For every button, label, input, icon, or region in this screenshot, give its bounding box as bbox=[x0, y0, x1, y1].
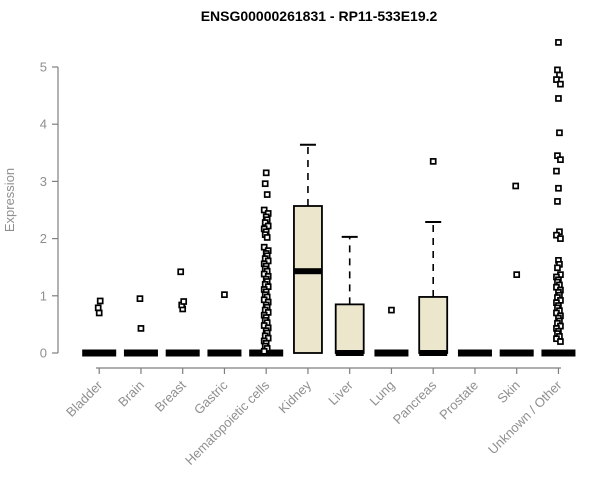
outlier-point bbox=[555, 95, 562, 102]
x-category-label: Bladder bbox=[63, 377, 106, 420]
outlier-point bbox=[513, 271, 521, 278]
outlier-point bbox=[553, 76, 560, 83]
box-group-breast bbox=[165, 268, 200, 357]
outlier-point bbox=[554, 198, 561, 205]
x-category-label: Brain bbox=[115, 378, 147, 410]
collapsed-box-bar bbox=[82, 349, 117, 357]
box-group-lung bbox=[374, 306, 409, 357]
y-tick-label: 5 bbox=[40, 60, 47, 75]
outlier-point bbox=[96, 297, 104, 305]
chart-title: ENSG00000261831 - RP11-533E19.2 bbox=[201, 8, 438, 24]
box-group-gastric bbox=[207, 291, 242, 357]
y-tick-label: 0 bbox=[40, 346, 47, 361]
box-group-kidney bbox=[293, 143, 323, 354]
x-category-label: Breast bbox=[152, 377, 189, 414]
outlier-point bbox=[263, 234, 271, 241]
x-category-label: Prostate bbox=[436, 378, 481, 423]
box-group-hematopoietic-cells bbox=[249, 169, 284, 357]
collapsed-box-bar bbox=[457, 349, 492, 357]
outlier-point bbox=[180, 298, 188, 305]
outlier-point bbox=[553, 167, 560, 175]
box-group-unknown-other bbox=[541, 39, 576, 357]
outlier-point bbox=[94, 304, 102, 312]
outlier-point bbox=[177, 268, 185, 276]
box-body bbox=[418, 296, 449, 354]
outlier-point bbox=[136, 295, 144, 303]
outlier-point bbox=[137, 325, 145, 332]
box-body bbox=[334, 303, 365, 354]
outlier-point bbox=[557, 156, 564, 164]
outlier-point bbox=[553, 231, 560, 239]
outlier-point bbox=[221, 291, 228, 299]
x-category-label: Kidney bbox=[275, 377, 314, 416]
x-category-label: Pancreas bbox=[390, 377, 440, 427]
outlier-point bbox=[263, 191, 271, 198]
y-axis-label: Expression bbox=[2, 168, 17, 232]
outlier-point bbox=[260, 243, 268, 251]
x-category-label: Unknown / Other bbox=[485, 377, 565, 457]
x-category-label: Gastric bbox=[191, 377, 231, 417]
outlier-point bbox=[556, 129, 563, 137]
box-group-prostate bbox=[457, 349, 492, 357]
outlier-point bbox=[512, 182, 520, 190]
outlier-point bbox=[555, 184, 562, 192]
median-line bbox=[335, 350, 364, 356]
collapsed-box-bar bbox=[123, 349, 158, 357]
outlier-point bbox=[260, 347, 268, 355]
outlier-point bbox=[388, 306, 395, 314]
box-group-skin bbox=[499, 182, 534, 357]
box-group-liver bbox=[334, 235, 365, 356]
collapsed-box-bar bbox=[165, 349, 200, 357]
x-category-label: Liver bbox=[325, 377, 356, 408]
y-tick-label: 3 bbox=[40, 174, 47, 189]
box-group-bladder bbox=[82, 297, 117, 357]
outlier-point bbox=[554, 264, 561, 272]
outlier-point bbox=[554, 66, 561, 74]
box-body bbox=[293, 205, 323, 354]
outlier-point bbox=[557, 235, 564, 242]
x-category-label: Skin bbox=[494, 378, 522, 406]
box-group-brain bbox=[123, 295, 158, 357]
median-line bbox=[293, 268, 322, 275]
median-line bbox=[419, 350, 448, 356]
outlier-point bbox=[557, 338, 564, 345]
box-group-pancreas bbox=[418, 158, 449, 356]
outlier-point bbox=[557, 80, 564, 88]
y-tick-label: 1 bbox=[40, 288, 47, 303]
collapsed-box-bar bbox=[374, 349, 409, 357]
x-category-label: Lung bbox=[367, 378, 398, 409]
outlier-point bbox=[95, 309, 103, 317]
outlier-point bbox=[555, 39, 562, 46]
y-tick-label: 2 bbox=[40, 231, 47, 246]
collapsed-box-bar bbox=[207, 349, 242, 357]
outlier-point bbox=[262, 169, 270, 177]
y-tick-label: 4 bbox=[40, 117, 47, 132]
outlier-point bbox=[260, 206, 268, 214]
collapsed-box-bar bbox=[541, 349, 576, 357]
outlier-point bbox=[261, 180, 269, 188]
collapsed-box-bar bbox=[499, 349, 534, 357]
outlier-point bbox=[429, 158, 437, 165]
